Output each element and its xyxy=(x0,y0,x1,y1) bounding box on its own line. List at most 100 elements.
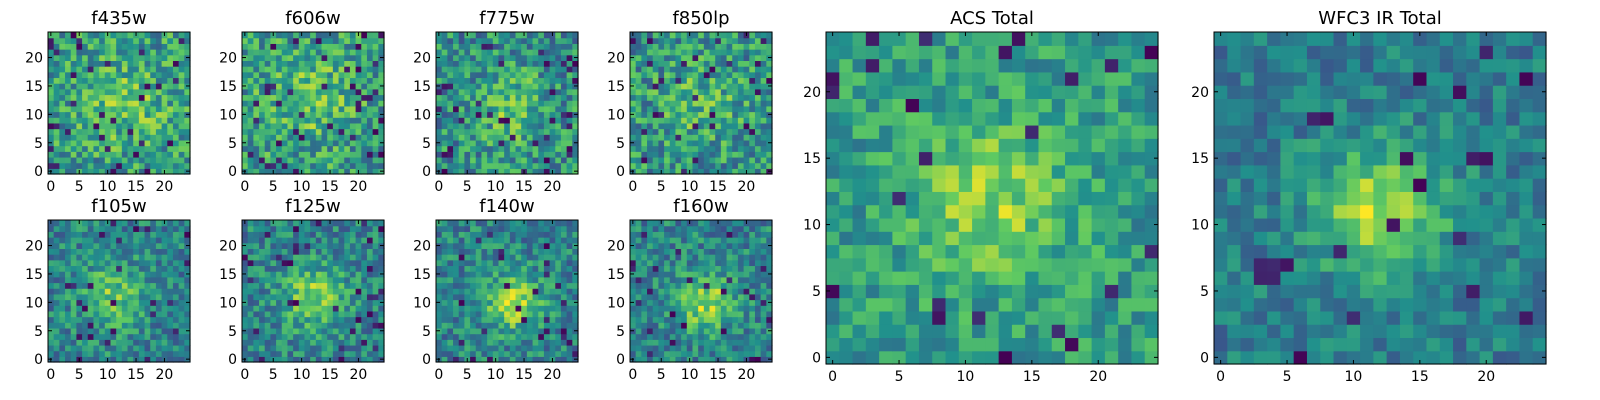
heatmap-cell xyxy=(76,60,83,67)
heatmap-cell xyxy=(349,231,357,238)
heatmap-cell xyxy=(161,105,168,113)
heatmap-cell xyxy=(521,225,528,232)
heatmap-cell xyxy=(304,350,311,357)
heatmap-cell xyxy=(332,139,340,147)
heatmap-cell xyxy=(87,293,95,301)
heatmap-cell xyxy=(253,322,260,329)
heatmap-cell xyxy=(532,282,539,289)
heatmap-cell xyxy=(366,49,374,56)
heatmap-cell xyxy=(470,356,477,363)
heatmap-cell xyxy=(287,265,294,272)
heatmap-cell xyxy=(133,242,140,249)
y-tick-label: 0 xyxy=(34,164,43,180)
heatmap-cell xyxy=(116,37,123,44)
heatmap-cell xyxy=(743,54,750,61)
heatmap-cell xyxy=(138,248,146,255)
heatmap-cell xyxy=(133,333,140,340)
heatmap-cell xyxy=(355,128,362,135)
heatmap-cell xyxy=(378,145,385,152)
heatmap-cell xyxy=(658,271,665,278)
heatmap-cell xyxy=(543,162,551,169)
heatmap-cell xyxy=(492,333,500,340)
heatmap-cell xyxy=(133,54,140,61)
heatmap-cell xyxy=(560,117,568,124)
y-tick-label: 20 xyxy=(219,239,237,255)
heatmap-cell xyxy=(315,54,323,61)
heatmap-cell xyxy=(703,94,711,101)
heatmap-cell xyxy=(732,316,739,323)
heatmap-cells xyxy=(436,32,579,175)
heatmap-cell xyxy=(515,168,522,175)
heatmap-cell xyxy=(572,156,579,164)
heatmap-cell xyxy=(487,310,494,318)
heatmap-cell xyxy=(59,60,66,67)
heatmap-cell xyxy=(144,43,151,50)
heatmap-cell xyxy=(766,156,773,164)
heatmap-cell xyxy=(664,293,671,301)
heatmap-cell xyxy=(315,237,323,244)
heatmap-cell xyxy=(532,276,539,284)
heatmap-cell xyxy=(703,356,711,363)
heatmap-cell xyxy=(630,71,637,79)
heatmap-cell xyxy=(732,293,739,301)
heatmap-cell xyxy=(630,88,637,96)
heatmap-cell xyxy=(447,271,454,278)
heatmap-cell xyxy=(104,299,112,306)
heatmap-cell xyxy=(532,105,539,113)
heatmap-cell xyxy=(555,105,562,113)
heatmap-cell xyxy=(743,288,750,295)
heatmap-cell xyxy=(487,43,494,50)
y-tick-label: 0 xyxy=(228,352,237,368)
heatmap-cell xyxy=(264,71,271,79)
heatmap-cell xyxy=(53,322,60,329)
heatmap-cell xyxy=(635,288,642,295)
heatmap-cell xyxy=(144,66,151,73)
heatmap-cell xyxy=(509,151,517,158)
heatmap-cell xyxy=(487,271,494,278)
heatmap-cell xyxy=(652,32,659,39)
heatmap-cell xyxy=(304,276,311,284)
heatmap-cell xyxy=(492,122,500,130)
heatmap-cell xyxy=(458,100,465,107)
heatmap-cell xyxy=(304,316,311,323)
heatmap-cell xyxy=(150,49,157,56)
heatmap-cell xyxy=(110,117,117,124)
heatmap-cell xyxy=(104,271,112,278)
heatmap-cell xyxy=(555,71,562,79)
heatmap-cell xyxy=(87,237,95,244)
heatmap-cell xyxy=(447,316,454,323)
y-tick-label: 15 xyxy=(219,79,237,95)
heatmap-cell xyxy=(732,43,739,50)
heatmap-cell xyxy=(99,299,106,306)
heatmap-cell xyxy=(504,299,511,306)
heatmap-cell xyxy=(361,128,368,135)
heatmap-cell xyxy=(65,305,72,312)
heatmap-cell xyxy=(635,305,642,312)
heatmap-cell xyxy=(155,151,163,158)
heatmap-cell xyxy=(242,339,249,346)
heatmap-cell xyxy=(253,248,260,255)
heatmap-cell xyxy=(110,333,117,340)
heatmap-cell xyxy=(749,151,756,158)
heatmap-cell xyxy=(464,117,471,124)
heatmap-cell xyxy=(178,105,185,113)
heatmap-cell xyxy=(453,271,460,278)
heatmap-cell xyxy=(641,117,648,124)
heatmap-cell xyxy=(669,333,677,340)
heatmap-cell xyxy=(293,316,300,323)
heatmap-cell xyxy=(555,66,562,73)
heatmap-cell xyxy=(76,145,83,152)
heatmap-cell xyxy=(327,333,334,340)
heatmap-cell xyxy=(298,43,306,50)
heatmap-cell xyxy=(555,254,562,261)
heatmap-cell xyxy=(167,71,174,79)
heatmap-cell xyxy=(287,151,294,158)
heatmap-cell xyxy=(361,344,368,352)
heatmap-cell xyxy=(110,60,117,67)
heatmap-cell xyxy=(521,242,528,249)
heatmap-cell xyxy=(470,265,477,272)
heatmap-cell xyxy=(298,100,306,107)
heatmap-cell xyxy=(298,145,306,152)
heatmap-cell xyxy=(315,265,323,272)
